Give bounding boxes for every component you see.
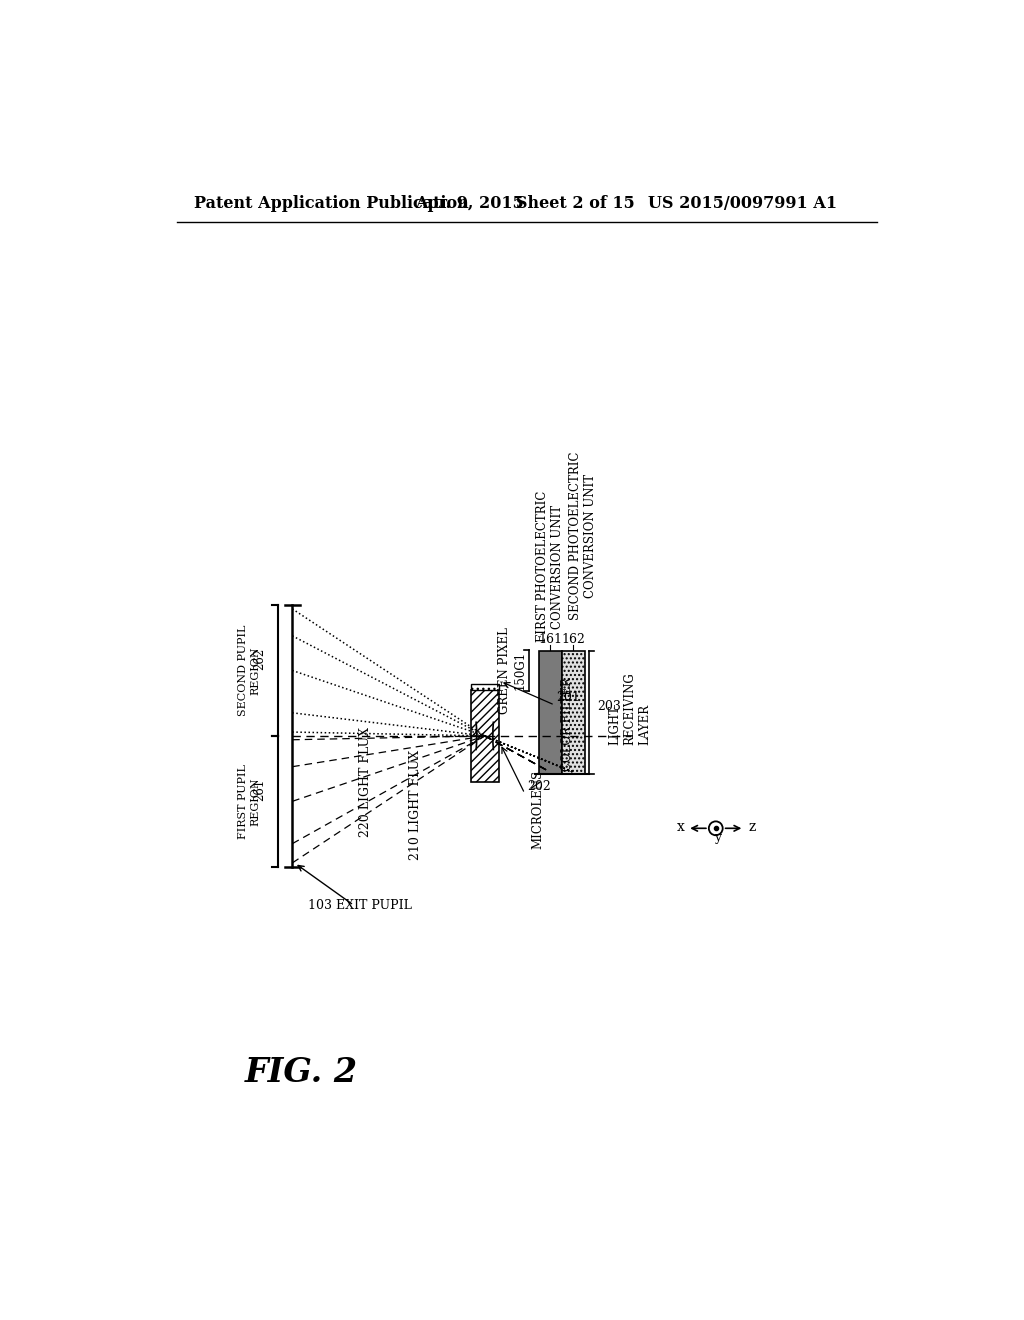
Text: Apr. 9, 2015: Apr. 9, 2015 [416, 195, 524, 213]
Bar [471, 684, 499, 689]
Text: 202: 202 [527, 780, 551, 793]
Text: COLOR FILTER: COLOR FILTER [561, 677, 573, 771]
Text: FIRST PHOTOELECTRIC
CONVERSION UNIT: FIRST PHOTOELECTRIC CONVERSION UNIT [537, 491, 564, 643]
Bar [539, 651, 562, 775]
Text: z: z [749, 820, 756, 834]
Text: Patent Application Publication: Patent Application Publication [194, 195, 468, 213]
Text: 201: 201 [556, 692, 581, 705]
Bar [562, 651, 585, 775]
Text: LIGHT-
RECEIVING
LAYER: LIGHT- RECEIVING LAYER [608, 673, 651, 746]
Text: 261: 261 [253, 779, 266, 801]
Bar [471, 690, 499, 781]
Text: y: y [714, 830, 721, 843]
Text: SECOND PHOTOELECTRIC
CONVERSION UNIT: SECOND PHOTOELECTRIC CONVERSION UNIT [568, 451, 597, 620]
Text: MICROLENS: MICROLENS [531, 770, 545, 849]
Text: Sheet 2 of 15: Sheet 2 of 15 [515, 195, 634, 213]
Text: 203: 203 [597, 700, 621, 713]
Text: 161: 161 [539, 634, 562, 647]
Text: 103 EXIT PUPIL: 103 EXIT PUPIL [307, 899, 412, 912]
Text: 262: 262 [253, 648, 266, 671]
Text: SECOND PUPIL
REGION: SECOND PUPIL REGION [239, 624, 260, 717]
Text: x: x [677, 820, 685, 834]
Text: 220 LIGHT FLUX: 220 LIGHT FLUX [358, 727, 372, 837]
Text: GREEN PIXEL
150G1: GREEN PIXEL 150G1 [499, 627, 526, 714]
Text: FIG. 2: FIG. 2 [245, 1056, 357, 1089]
Text: US 2015/0097991 A1: US 2015/0097991 A1 [648, 195, 838, 213]
Text: FIRST PUPIL
REGION: FIRST PUPIL REGION [239, 764, 260, 838]
Text: 210 LIGHT FLUX: 210 LIGHT FLUX [409, 750, 422, 861]
Text: 162: 162 [561, 634, 586, 647]
